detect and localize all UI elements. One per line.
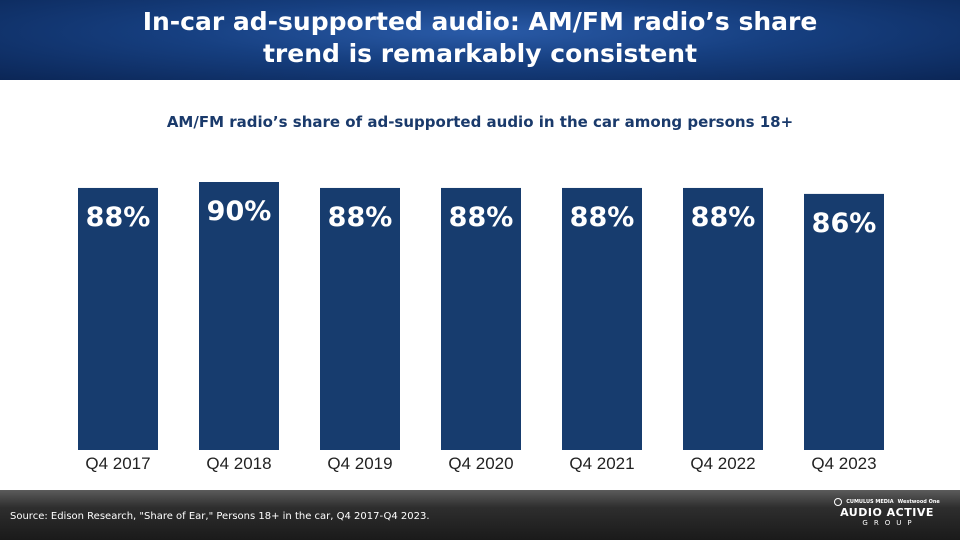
bar-q4-2021 [562,187,642,450]
data-label-q4-2017: 88% [86,202,151,233]
logo-brand-left: CUMULUS MEDIA [846,498,894,505]
logo-brand-right: Westwood One [897,498,940,505]
bar-q4-2023 [804,193,884,450]
category-label-q4-2018: Q4 2018 [206,454,271,473]
logo-brand-row: CUMULUS MEDIA Westwood One [832,498,942,506]
header-banner: In-car ad-supported audio: AM/FM radio’s… [0,0,960,80]
logo-name: AUDIO ACTIVE [840,506,934,519]
data-label-q4-2018: 90% [207,196,272,227]
data-label-q4-2020: 88% [449,202,514,233]
bar-q4-2017 [78,187,158,450]
category-label-q4-2020: Q4 2020 [448,454,513,473]
data-label-q4-2022: 88% [691,202,756,233]
slide-title: In-car ad-supported audio: AM/FM radio’s… [40,6,920,70]
category-label-q4-2019: Q4 2019 [327,454,392,473]
bar-chart: 88% Q4 2017 90% Q4 2018 88% Q4 2019 88% Q4 2020… [78,182,884,473]
bar-q4-2022 [683,187,763,450]
bar-q4-2019 [320,187,400,450]
audio-active-group-logo: CUMULUS MEDIA Westwood One AUDIO ACTIVE … [832,498,942,528]
bar-q4-2018 [199,182,279,450]
category-label-q4-2017: Q4 2017 [85,454,150,473]
category-label-q4-2023: Q4 2023 [811,454,876,473]
category-label-q4-2021: Q4 2021 [569,454,634,473]
bar-q4-2020 [441,187,521,450]
slide-title-line-2: trend is remarkably consistent [262,39,698,68]
data-label-q4-2021: 88% [570,202,635,233]
category-label-q4-2022: Q4 2022 [690,454,755,473]
slide-title-line-1: In-car ad-supported audio: AM/FM radio’s… [142,7,818,36]
chart-title: AM/FM radio’s share of ad-supported audi… [166,113,794,131]
source-note: Source: Edison Research, "Share of Ear,"… [10,511,430,522]
footer-bar: Source: Edison Research, "Share of Ear,"… [0,490,960,540]
data-label-q4-2019: 88% [328,202,393,233]
data-label-q4-2023: 86% [812,208,877,239]
logo-sub: GROUP [862,519,918,527]
cumulus-logo-icon [834,498,843,506]
